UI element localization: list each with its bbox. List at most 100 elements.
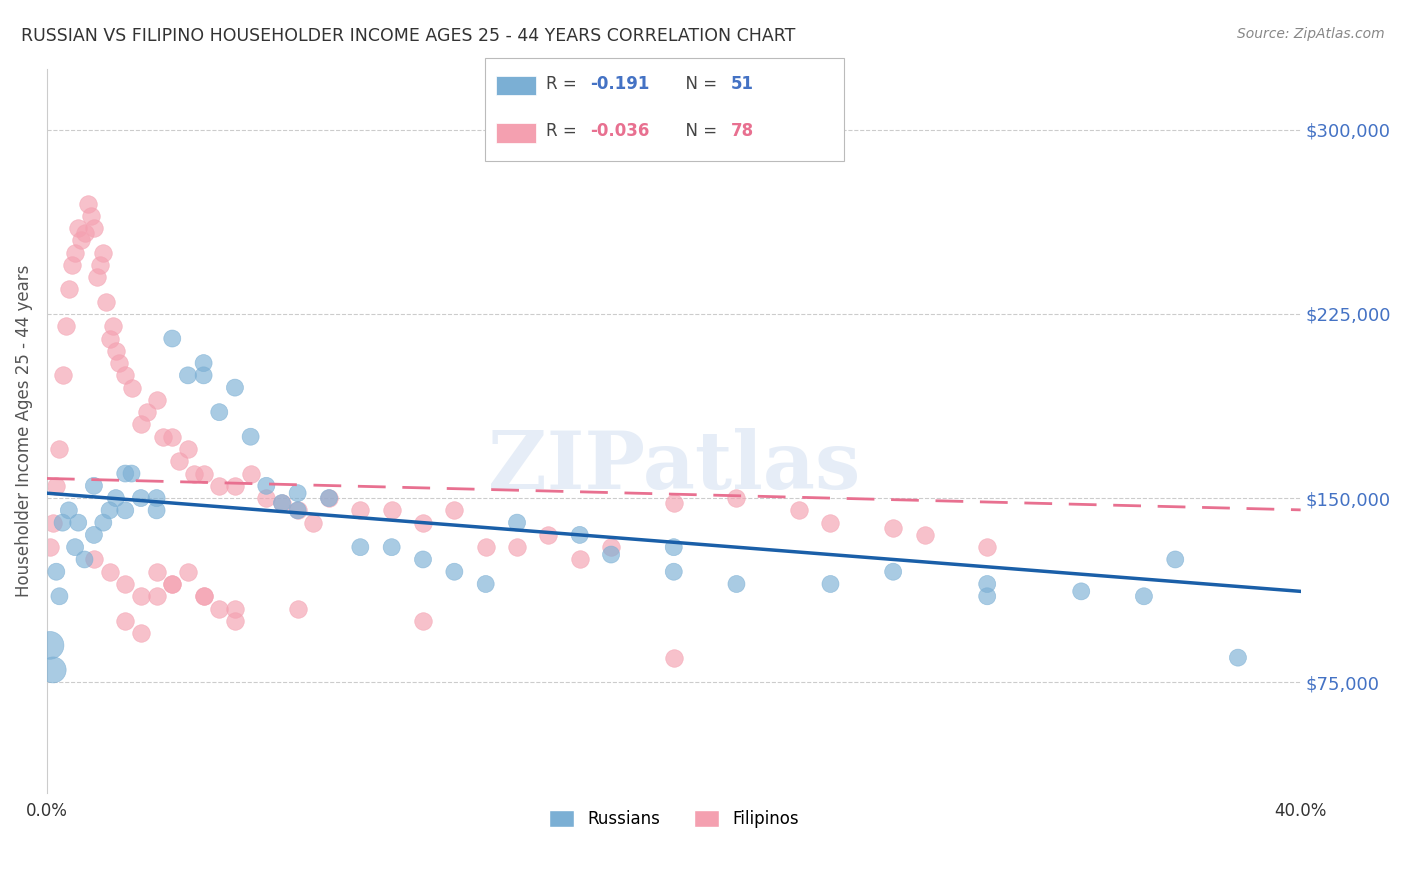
Point	[412, 552, 434, 566]
Point	[224, 381, 246, 395]
Point	[73, 552, 96, 566]
Point	[48, 442, 70, 456]
Point	[114, 614, 136, 628]
Point	[83, 221, 105, 235]
Point	[121, 381, 143, 395]
Point	[48, 589, 70, 603]
Point	[83, 552, 105, 566]
Point	[177, 442, 200, 456]
Point	[96, 294, 118, 309]
Point	[568, 528, 591, 542]
Legend: Russians, Filipinos: Russians, Filipinos	[543, 804, 806, 835]
Y-axis label: Householder Income Ages 25 - 44 years: Householder Income Ages 25 - 44 years	[15, 264, 32, 597]
Point	[1133, 589, 1156, 603]
Point	[302, 516, 325, 530]
Point	[1226, 650, 1249, 665]
Point	[193, 368, 215, 383]
Point	[443, 503, 465, 517]
Point	[443, 565, 465, 579]
Point	[474, 540, 496, 554]
Point	[80, 209, 103, 223]
Point	[83, 479, 105, 493]
Point	[254, 491, 277, 505]
Point	[136, 405, 159, 419]
Point	[58, 503, 80, 517]
Point	[129, 417, 152, 432]
Text: ZIPatlas: ZIPatlas	[488, 428, 860, 506]
Point	[177, 368, 200, 383]
Point	[152, 430, 174, 444]
Text: R =: R =	[546, 75, 582, 93]
Point	[193, 589, 215, 603]
Point	[254, 479, 277, 493]
Point	[167, 454, 190, 468]
Point	[662, 496, 685, 510]
Point	[67, 516, 90, 530]
Text: -0.191: -0.191	[591, 75, 650, 93]
Point	[114, 368, 136, 383]
Point	[820, 516, 842, 530]
Point	[162, 577, 184, 591]
Point	[600, 540, 623, 554]
Point	[114, 467, 136, 481]
Text: 78: 78	[731, 122, 754, 140]
Point	[193, 467, 215, 481]
Point	[145, 491, 167, 505]
Point	[224, 601, 246, 615]
Point	[63, 245, 86, 260]
Point	[89, 258, 111, 272]
Point	[662, 565, 685, 579]
Point	[239, 430, 262, 444]
Point	[662, 540, 685, 554]
Point	[162, 577, 184, 591]
Point	[412, 614, 434, 628]
Point	[114, 577, 136, 591]
Point	[55, 319, 77, 334]
Point	[114, 503, 136, 517]
Point	[39, 639, 62, 653]
Point	[287, 503, 309, 517]
Point	[73, 226, 96, 240]
Point	[474, 577, 496, 591]
Point	[725, 491, 748, 505]
Point	[162, 332, 184, 346]
Point	[60, 258, 83, 272]
Point	[976, 589, 998, 603]
Point	[506, 540, 529, 554]
Point	[98, 565, 121, 579]
Text: R =: R =	[546, 122, 582, 140]
Point	[193, 356, 215, 370]
Point	[318, 491, 340, 505]
Point	[208, 405, 231, 419]
Point	[70, 233, 93, 247]
Point	[208, 479, 231, 493]
Point	[91, 245, 114, 260]
Point	[976, 540, 998, 554]
Point	[1164, 552, 1187, 566]
Point	[224, 479, 246, 493]
Text: Source: ZipAtlas.com: Source: ZipAtlas.com	[1237, 27, 1385, 41]
Point	[1070, 584, 1092, 599]
Point	[101, 319, 124, 334]
Point	[51, 368, 73, 383]
Text: -0.036: -0.036	[591, 122, 650, 140]
Point	[58, 282, 80, 296]
Point	[349, 503, 371, 517]
Point	[882, 565, 904, 579]
Point	[412, 516, 434, 530]
Point	[506, 516, 529, 530]
Point	[104, 343, 127, 358]
Point	[193, 589, 215, 603]
Point	[882, 520, 904, 534]
Point	[145, 565, 167, 579]
Point	[349, 540, 371, 554]
Text: RUSSIAN VS FILIPINO HOUSEHOLDER INCOME AGES 25 - 44 YEARS CORRELATION CHART: RUSSIAN VS FILIPINO HOUSEHOLDER INCOME A…	[21, 27, 796, 45]
Point	[224, 614, 246, 628]
Text: N =: N =	[675, 122, 723, 140]
Point	[537, 528, 560, 542]
Point	[787, 503, 810, 517]
Point	[600, 548, 623, 562]
Point	[239, 467, 262, 481]
Point	[177, 565, 200, 579]
Point	[45, 479, 67, 493]
